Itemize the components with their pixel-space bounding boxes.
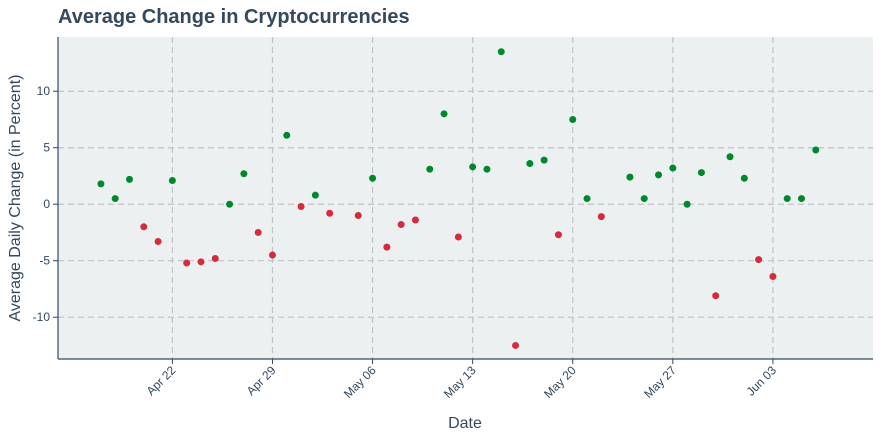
data-point — [183, 259, 191, 267]
data-point — [497, 48, 505, 56]
data-point — [540, 156, 548, 164]
data-point — [669, 164, 677, 172]
data-point — [97, 180, 105, 188]
data-point — [397, 221, 405, 229]
data-point — [569, 115, 577, 123]
plot-area — [58, 37, 873, 359]
data-point — [640, 195, 648, 203]
x-axis-ticks: Apr 22 Apr 29 May 06 May 13 May 20 May 27 Jun … — [144, 359, 780, 401]
x-tick-label: Apr 29 — [244, 363, 279, 398]
x-tick-label: May 13 — [441, 363, 479, 401]
x-tick-label: May 27 — [641, 363, 679, 401]
x-tick-label: Apr 22 — [144, 363, 179, 398]
data-point — [812, 146, 820, 154]
chart-title: Average Change in Cryptocurrencies — [58, 6, 410, 28]
data-point — [125, 175, 133, 183]
y-axis-label: Average Daily Change (in Percent) — [7, 75, 24, 322]
x-tick-label: May 06 — [341, 363, 379, 401]
data-point — [411, 216, 419, 224]
data-point — [283, 131, 291, 139]
data-point — [512, 341, 520, 349]
data-point — [769, 273, 777, 281]
data-point — [197, 258, 205, 266]
data-point — [426, 165, 434, 173]
data-point — [712, 292, 720, 300]
data-point — [211, 254, 219, 262]
data-point — [483, 165, 491, 173]
y-tick-label: 0 — [43, 197, 50, 211]
data-point — [755, 256, 763, 264]
data-point — [111, 195, 119, 203]
data-point — [297, 202, 305, 210]
grid-lines — [58, 37, 873, 359]
data-point — [597, 213, 605, 221]
data-point — [697, 169, 705, 177]
data-point — [254, 228, 262, 236]
data-point — [798, 195, 806, 203]
x-axis-label: Date — [448, 415, 482, 432]
data-point — [526, 160, 534, 168]
data-point — [369, 174, 377, 182]
axes — [57, 37, 873, 360]
data-point — [226, 200, 234, 208]
data-point — [683, 200, 691, 208]
y-tick-label: 5 — [43, 141, 50, 155]
data-point — [268, 251, 276, 259]
data-point — [140, 223, 148, 231]
data-point — [454, 233, 462, 241]
x-tick-label: Jun 03 — [744, 363, 780, 399]
data-point — [154, 237, 162, 245]
y-tick-label: 10 — [37, 84, 51, 98]
data-point — [354, 212, 362, 220]
y-tick-label: -10 — [33, 310, 51, 324]
x-tick-label: May 20 — [541, 363, 579, 401]
y-tick-label: -5 — [39, 254, 50, 268]
data-point — [583, 195, 591, 203]
data-point — [783, 195, 791, 203]
data-point — [311, 191, 319, 199]
data-point — [383, 243, 391, 251]
data-point — [740, 174, 748, 182]
y-axis-ticks: -10 -5 0 5 10 — [33, 84, 58, 324]
data-point — [168, 176, 176, 184]
data-point — [726, 153, 734, 161]
data-point — [440, 110, 448, 118]
data-point — [626, 173, 634, 181]
data-points — [97, 48, 820, 349]
data-point — [240, 170, 248, 178]
data-point — [655, 171, 663, 179]
data-point — [469, 163, 477, 171]
data-point — [326, 209, 334, 217]
data-point — [554, 231, 562, 239]
